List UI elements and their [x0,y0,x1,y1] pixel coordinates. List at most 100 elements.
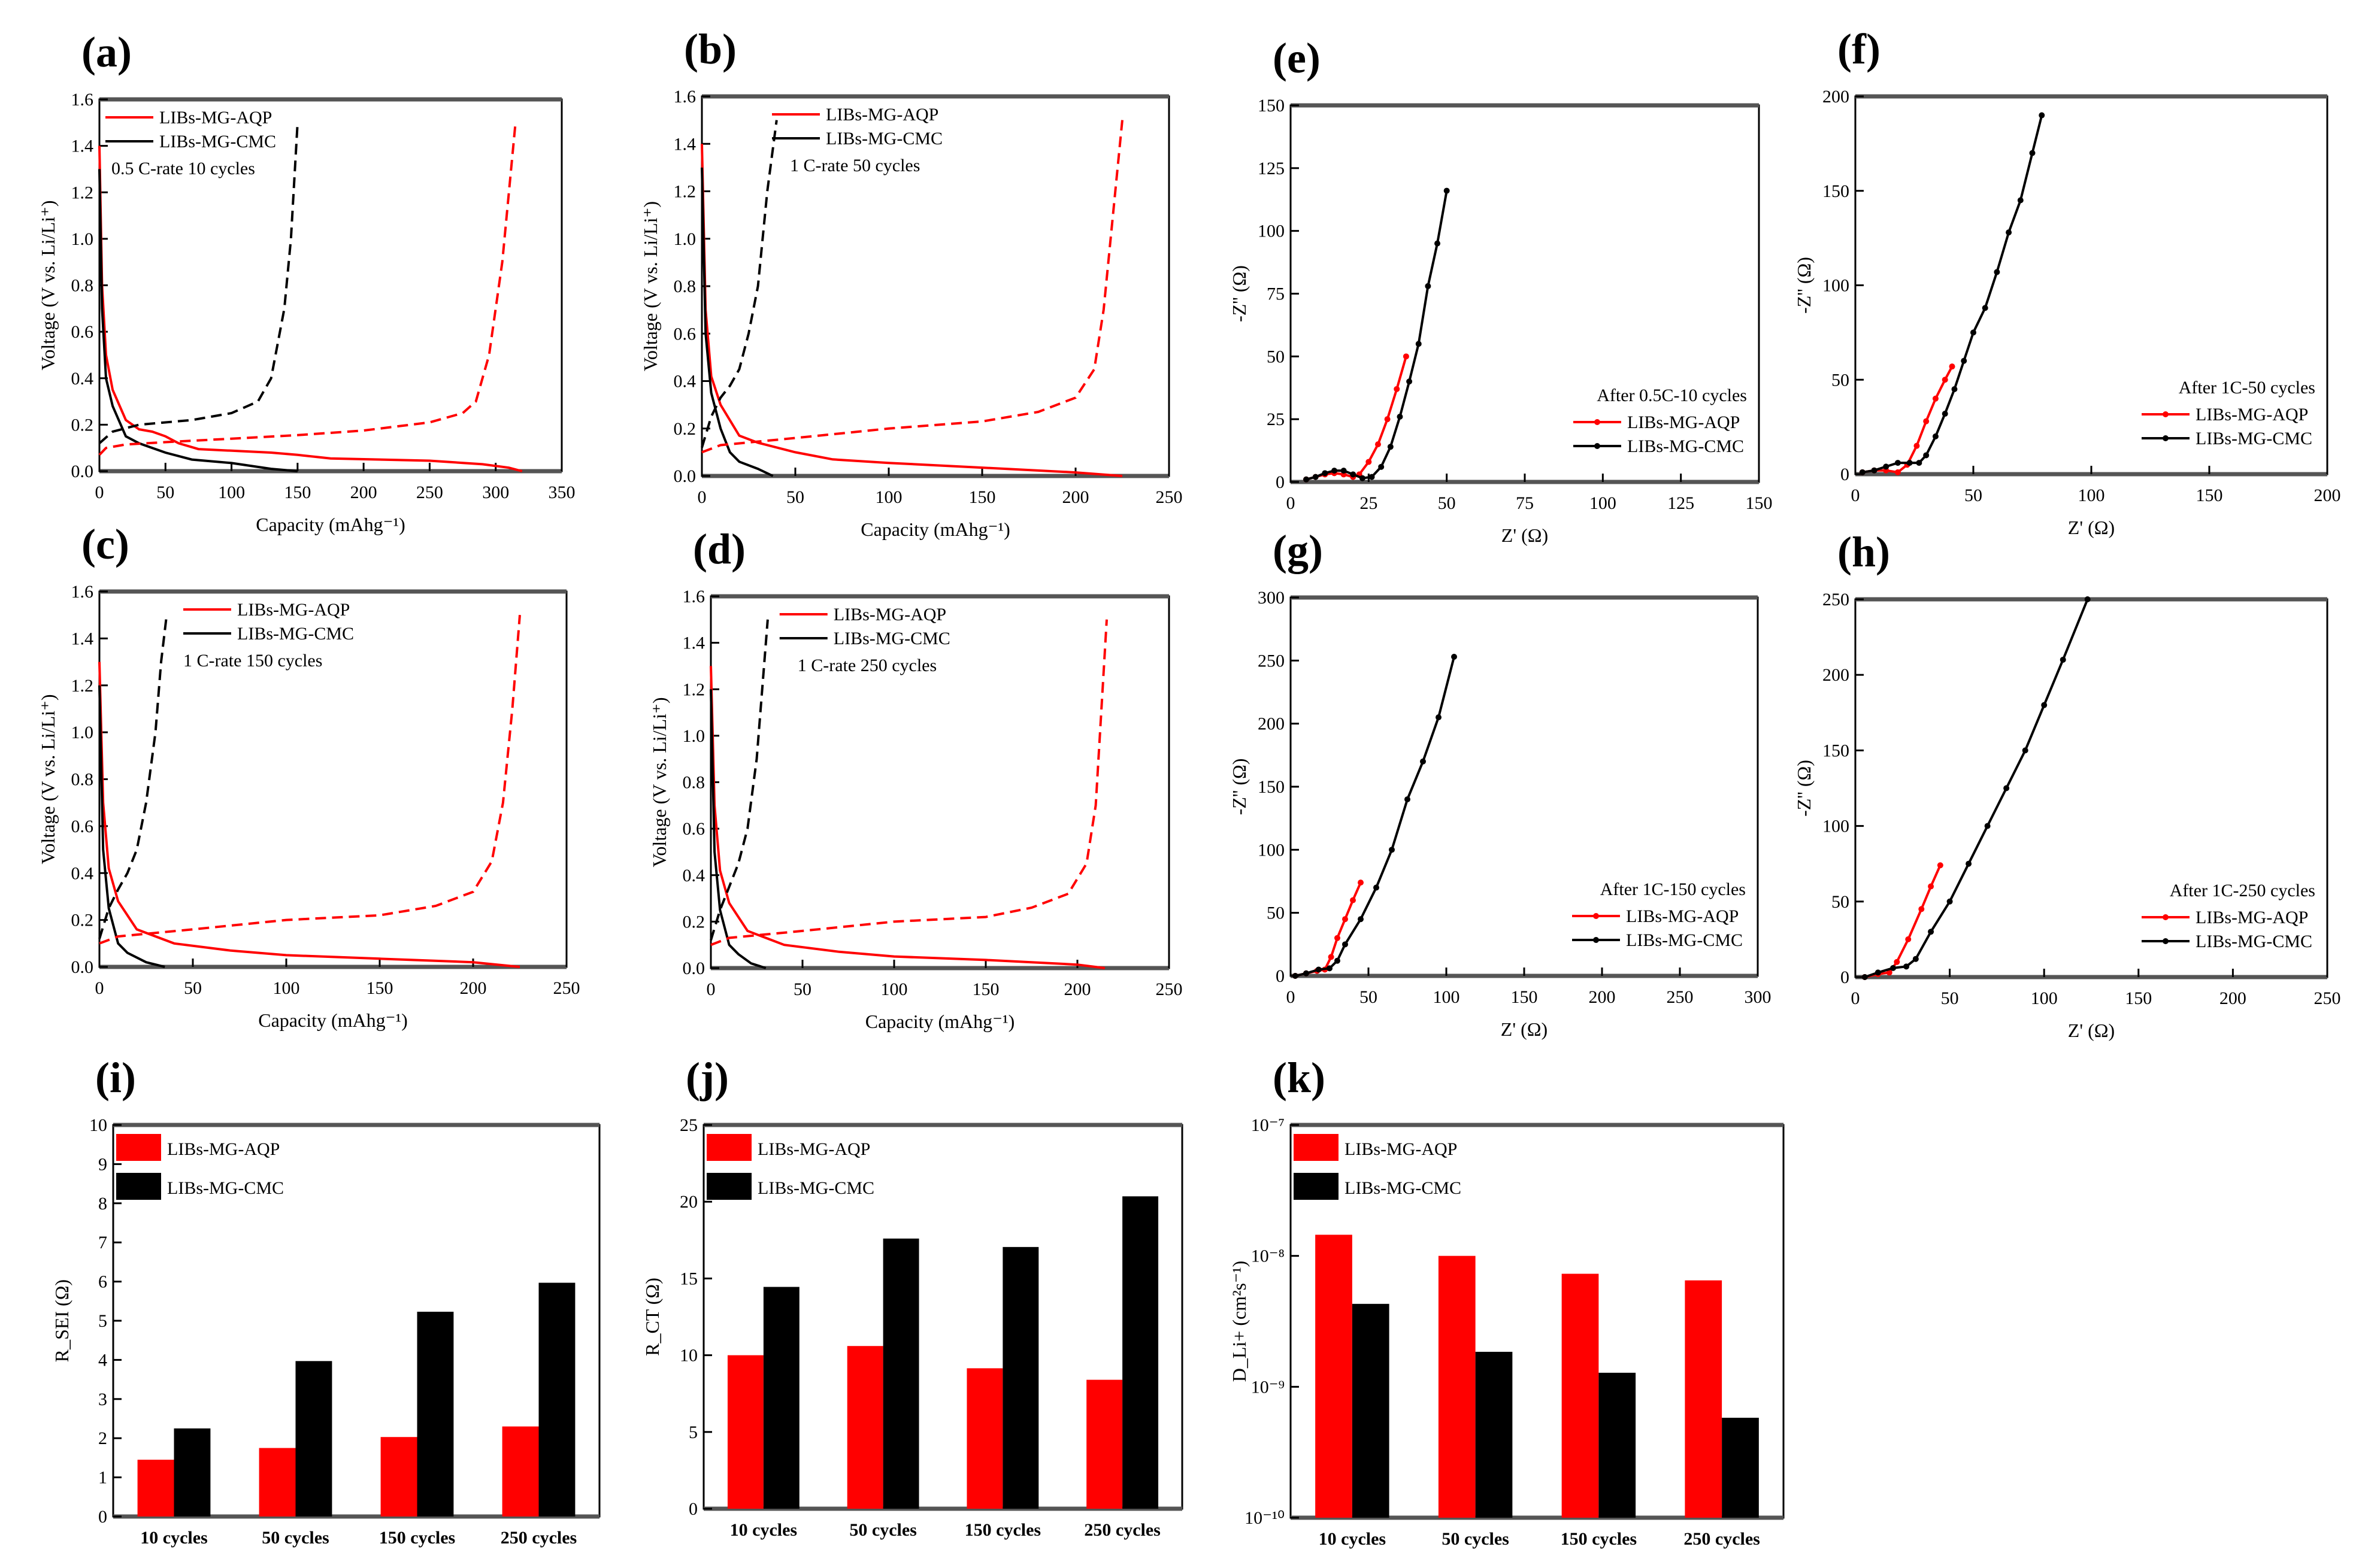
legend-label: LIBs-MG-AQP [1626,906,1739,926]
x-tick-label: 250 cycles [501,1528,577,1548]
y-tick-label: 8 [98,1194,107,1214]
x-tick-label: 10 cycles [730,1520,797,1540]
legend-marker [1594,443,1600,449]
bar-libs-mg-cmc-3 [1122,1196,1159,1509]
y-tick-label: 150 [1822,181,1849,201]
series-line-libs-mg-cmc [710,689,767,969]
x-axis-label: Capacity (mAhg⁻¹) [256,514,405,535]
series-line-libs-mg-aqp [98,145,523,472]
data-point [1331,468,1337,474]
legend-marker [1593,913,1599,919]
x-tick-label: 250 [553,978,580,998]
data-point [1342,941,1348,948]
x-tick-label: 200 [1589,987,1616,1007]
x-tick-label: 50 [786,487,804,507]
series-line-aqp-charge [710,619,1108,947]
data-point [1871,467,1878,474]
data-point [1918,906,1925,912]
series-line-libs-mg-cmc [98,685,165,968]
data-point [1389,847,1395,853]
bar-libs-mg-cmc-0 [1352,1303,1389,1518]
y-axis-label: Voltage (V vs. Li/Li⁺) [37,200,59,370]
y-tick-label: 1.4 [674,134,697,154]
data-point [1451,654,1457,660]
series-line-aqp-charge [701,120,1124,454]
x-tick-label: 150 [284,483,311,502]
panel-label: (a) [81,28,132,76]
data-point [2017,197,2024,204]
y-tick-label: 100 [1258,222,1285,241]
x-axis-label: Z' (Ω) [2068,1020,2115,1041]
x-tick-label: 150 [367,978,393,998]
x-tick-label: 50 [1964,486,1982,505]
legend-label: LIBs-MG-CMC [2196,932,2312,951]
x-tick-label: 150 cycles [965,1520,1041,1540]
legend-label: LIBs-MG-CMC [834,629,950,648]
legend-label: LIBs-MG-CMC [826,129,943,148]
bar-libs-mg-cmc-1 [1475,1351,1513,1518]
y-tick-label: 0.4 [71,863,94,883]
data-point [2060,656,2066,663]
data-point [1923,418,1930,424]
y-tick-label: 1.2 [683,680,705,699]
x-tick-label: 0 [698,487,707,507]
plot-frame [98,590,568,968]
data-point [1894,469,1901,475]
y-tick-label: 1.6 [71,90,94,110]
y-tick-label: 0.2 [683,912,705,932]
annotation: After 1C-50 cycles [2179,378,2315,398]
legend-label: LIBs-MG-AQP [1627,413,1740,432]
legend-label: LIBs-MG-CMC [1627,436,1744,456]
panel-a: (a) 0.0 0.2 0.4 0.6 0.8 1.0 1.2 1.4 1.6 Voltage (V… [37,28,576,535]
data-point [1890,965,1897,971]
y-tick-label: 7 [98,1233,107,1252]
x-tick-label: 0 [1286,987,1295,1007]
y-tick-label: 2 [98,1429,107,1448]
y-tick-label: 10⁻⁹ [1251,1377,1285,1397]
y-tick-label: 0.8 [71,276,94,296]
annotation: After 1C-250 cycles [2170,881,2315,900]
panel-j: (j) 0 5 10 15 20 25 R_CT (Ω) 10 cycles 50 cycles 1… [641,1054,1183,1540]
x-tick-label: 250 [2314,988,2341,1008]
y-axis-label: -Z'' (Ω) [1228,759,1250,815]
series-line-libs-mg-cmc [1306,190,1448,481]
y-tick-label: 50 [1831,370,1849,390]
x-tick-label: 10 cycles [140,1528,207,1548]
y-tick-label: 1.2 [674,182,697,202]
x-tick-label: 250 cycles [1084,1520,1160,1540]
x-tick-label: 50 [1359,987,1377,1007]
data-point [1903,963,1910,970]
data-point [1334,935,1340,941]
data-point [1397,413,1403,420]
bar-libs-mg-aqp-2 [967,1368,1003,1509]
y-tick-label: 0.2 [674,419,697,439]
bar-libs-mg-aqp-0 [1315,1235,1352,1518]
y-axis-label: Voltage (V vs. Li/Li⁺) [640,201,661,371]
legend-swatch [707,1134,752,1161]
panel-label: (b) [684,25,737,73]
series-line-cmc-charge [98,122,299,444]
data-point [1913,442,1920,449]
data-point [1894,959,1900,965]
legend-marker [1593,937,1599,943]
data-point [1928,929,1934,935]
y-tick-label: 10 [680,1346,698,1366]
x-tick-label: 0 [95,483,104,502]
bar-libs-mg-cmc-1 [883,1238,919,1509]
y-tick-label: 0.6 [71,817,94,836]
y-tick-label: 0 [1840,465,1849,484]
y-tick-label: 10 [89,1115,107,1135]
panel-label: (c) [81,520,129,568]
series-line-cmc-charge [701,120,778,448]
x-tick-label: 50 [184,978,202,998]
bar-libs-mg-aqp-2 [380,1437,417,1517]
series-line-libs-mg-cmc [98,169,298,472]
panel-g: (g) 0 50 100 150 200 250 300 -Z'' (Ω) 0 50 100 150 20… [1228,526,1772,1040]
legend-marker [2163,411,2169,417]
series-line-libs-mg-aqp [710,666,1106,969]
y-axis-label: D_Li+ (cm²s⁻¹) [1228,1261,1250,1382]
legend-label: LIBs-MG-CMC [758,1178,874,1198]
panel-label: (j) [686,1054,729,1102]
x-tick-label: 100 [1589,493,1616,513]
legend-swatch [116,1134,161,1161]
